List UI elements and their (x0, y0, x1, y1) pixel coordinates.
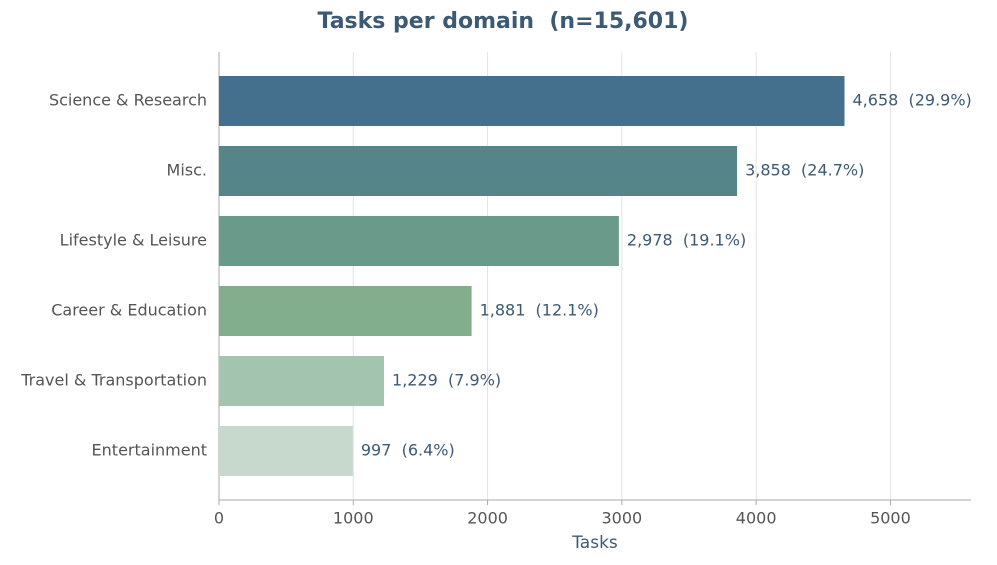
x-tick-label: 3000 (601, 509, 642, 528)
x-axis-label: Tasks (571, 533, 618, 553)
x-tick-label: 0 (214, 509, 224, 528)
y-tick-label: Career & Education (51, 301, 207, 320)
chart-title: Tasks per domain (n=15,601) (318, 9, 689, 34)
value-label: 3,858 (24.7%) (745, 161, 864, 180)
value-label: 1,229 (7.9%) (392, 371, 501, 390)
bar (219, 286, 472, 336)
y-tick-label: Misc. (167, 161, 207, 180)
y-tick-label: Lifestyle & Leisure (60, 231, 207, 250)
bar (219, 356, 385, 406)
value-label: 2,978 (19.1%) (627, 231, 746, 250)
value-label: 1,881 (12.1%) (480, 301, 599, 320)
x-tick-label: 1000 (333, 509, 374, 528)
value-label: 997 (6.4%) (361, 441, 455, 460)
y-tick-label: Science & Research (49, 91, 207, 110)
x-tick-label: 4000 (736, 509, 777, 528)
y-tick-label: Entertainment (92, 441, 207, 460)
x-tick-label: 5000 (870, 509, 911, 528)
y-tick-label: Travel & Transportation (20, 371, 207, 390)
bar (219, 426, 353, 476)
x-tick-label: 2000 (467, 509, 508, 528)
bar (219, 216, 619, 266)
value-label: 4,658 (29.9%) (853, 91, 972, 110)
bar (219, 76, 845, 126)
bar (219, 146, 738, 196)
